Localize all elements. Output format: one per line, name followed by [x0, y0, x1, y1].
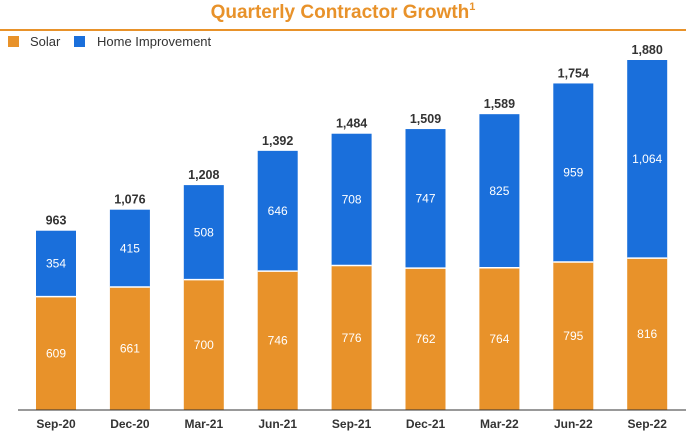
- x-tick-label: Mar-22: [480, 417, 519, 431]
- legend-label-home-improvement: Home Improvement: [97, 34, 212, 49]
- x-tick-label: Jun-22: [554, 417, 593, 431]
- x-tick-label: Sep-21: [332, 417, 372, 431]
- bar-home-improvement-jun-22: [553, 83, 594, 262]
- total-label: 1,754: [558, 66, 589, 80]
- total-label: 1,509: [410, 112, 441, 126]
- bar-home-improvement-sep-22: [627, 60, 668, 259]
- x-tick-labels: Sep-20 Dec-20 Mar-21 Jun-21 Sep-21 Dec-21 Mar-…: [36, 417, 667, 431]
- bar-solar-jun-22: [553, 261, 594, 410]
- x-tick-label: Sep-20: [36, 417, 76, 431]
- bar-home-improvement-dec-21: [405, 129, 446, 269]
- total-label: 1,880: [632, 43, 663, 57]
- data-label-solar: 609: [46, 346, 66, 360]
- x-tick-label: Dec-21: [406, 417, 446, 431]
- total-label: 1,076: [114, 193, 145, 207]
- total-label: 1,208: [188, 168, 219, 182]
- data-label-home-improvement: 508: [194, 225, 214, 239]
- legend-label-solar: Solar: [30, 34, 61, 49]
- legend-swatch-solar: [8, 36, 19, 47]
- legend: Solar Home Improvement: [8, 34, 212, 49]
- chart-title: Quarterly Contractor Growth1: [211, 1, 476, 23]
- data-label-solar: 661: [120, 341, 140, 355]
- total-label: 1,589: [484, 97, 515, 111]
- bar-home-improvement-mar-21: [183, 185, 224, 280]
- data-label-solar: 746: [268, 334, 288, 348]
- x-tick-label: Sep-22: [628, 417, 668, 431]
- bar-solar-jun-21: [257, 271, 298, 410]
- x-tick-label: Mar-21: [184, 417, 223, 431]
- data-label-solar: 776: [342, 331, 362, 345]
- data-label-home-improvement: 708: [342, 193, 362, 207]
- chart-title-superscript: 1: [469, 1, 475, 13]
- total-label: 1,484: [336, 117, 367, 131]
- bar-solar-sep-22: [627, 258, 668, 410]
- data-label-solar: 764: [489, 332, 509, 346]
- data-label-home-improvement: 747: [415, 192, 435, 206]
- bar-solar-dec-21: [405, 268, 446, 410]
- bar-home-improvement-mar-22: [479, 114, 520, 268]
- bar-solar-dec-20: [109, 286, 150, 410]
- chart-title-text: Quarterly Contractor Growth: [211, 2, 470, 23]
- total-label: 963: [46, 214, 67, 228]
- legend-swatch-home-improvement: [74, 36, 85, 47]
- bars-group: 609 354 963 661 415 1,076 700 508 1,208 746 646 1,3…: [36, 43, 668, 410]
- data-label-solar: 700: [194, 338, 214, 352]
- data-label-home-improvement: 646: [268, 204, 288, 218]
- data-label-home-improvement: 825: [489, 184, 509, 198]
- data-label-solar: 762: [415, 332, 435, 346]
- bar-solar-mar-22: [479, 267, 520, 410]
- bar-home-improvement-dec-20: [109, 209, 150, 287]
- data-label-solar: 816: [637, 327, 657, 341]
- bar-home-improvement-sep-20: [36, 230, 76, 297]
- x-tick-label: Jun-21: [258, 417, 297, 431]
- total-label: 1,392: [262, 134, 293, 148]
- bar-home-improvement-jun-21: [257, 150, 298, 272]
- data-label-home-improvement: 354: [46, 257, 66, 271]
- bar-solar-sep-21: [331, 265, 372, 410]
- data-label-home-improvement: 959: [563, 166, 583, 180]
- data-label-solar: 795: [563, 329, 583, 343]
- bar-home-improvement-sep-21: [331, 133, 372, 266]
- bar-solar-mar-21: [183, 279, 224, 410]
- data-label-home-improvement: 415: [120, 241, 140, 255]
- data-label-home-improvement: 1,064: [632, 152, 662, 166]
- bar-solar-sep-20: [36, 296, 76, 410]
- x-tick-label: Dec-20: [110, 417, 150, 431]
